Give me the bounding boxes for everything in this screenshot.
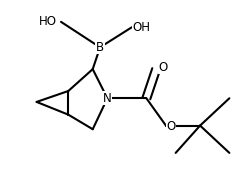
Text: OH: OH — [132, 21, 151, 34]
Text: O: O — [166, 120, 175, 133]
Text: O: O — [159, 61, 168, 74]
Text: B: B — [96, 41, 104, 54]
Text: N: N — [103, 92, 112, 105]
Text: HO: HO — [39, 15, 57, 28]
